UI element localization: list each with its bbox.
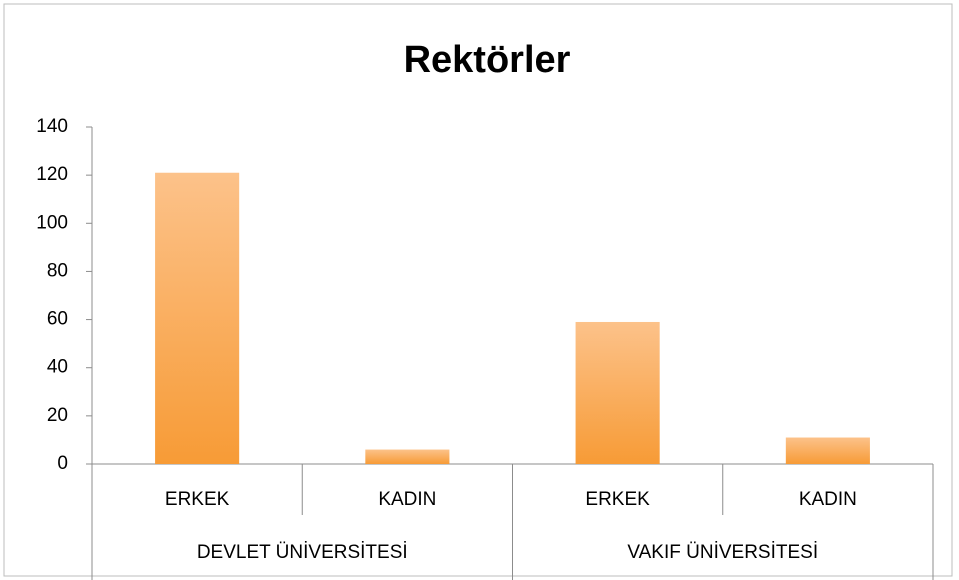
chart-title: Rektörler: [404, 39, 571, 81]
y-tick-label: 140: [36, 116, 68, 137]
x-tick-label: KADIN: [378, 489, 436, 510]
bar: [785, 437, 870, 464]
y-tick-label: 60: [47, 309, 68, 330]
bar: [155, 172, 240, 464]
y-tick-label: 0: [57, 453, 68, 474]
group-label: VAKIF ÜNİVERSİTESİ: [627, 542, 818, 563]
x-tick-label: ERKEK: [585, 489, 650, 510]
x-tick-label: KADIN: [799, 489, 857, 510]
y-tick-label: 120: [36, 164, 68, 185]
y-tick-label: 20: [47, 405, 68, 426]
group-label: DEVLET ÜNİVERSİTESİ: [197, 542, 408, 563]
y-tick-label: 80: [47, 260, 68, 281]
y-tick-label: 100: [36, 212, 68, 233]
bar: [575, 321, 660, 464]
bar: [365, 449, 450, 464]
x-tick-label: ERKEK: [165, 489, 230, 510]
y-tick-label: 40: [47, 357, 68, 378]
